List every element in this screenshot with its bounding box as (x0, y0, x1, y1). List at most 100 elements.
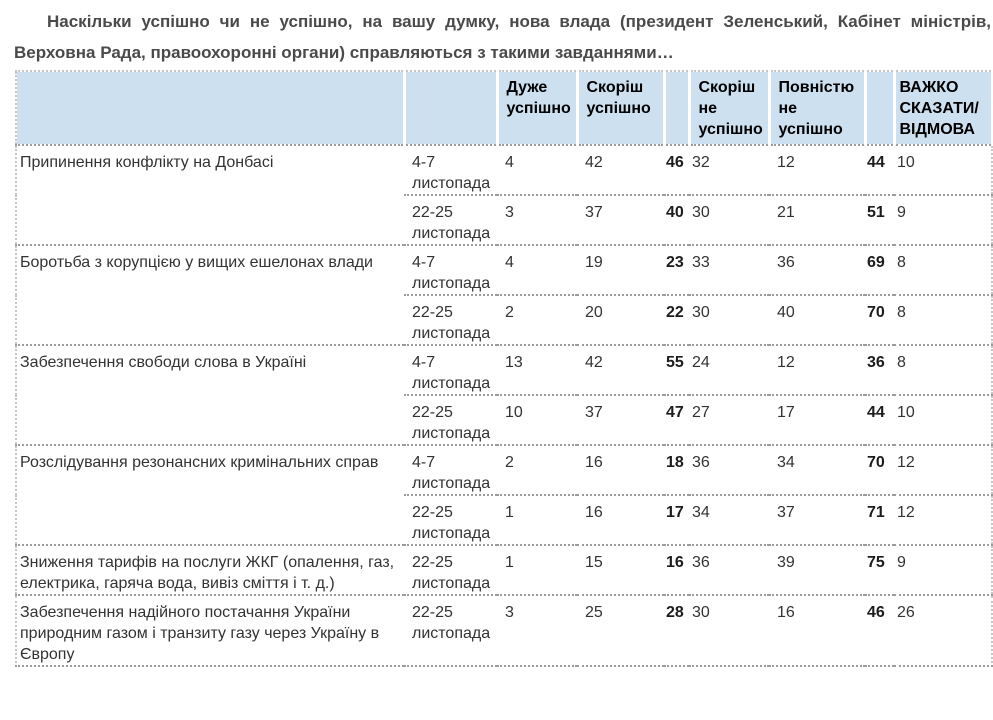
cell-very: 1 (497, 544, 577, 595)
survey-results-table: Дуже успішно Скоріш успішно Скоріш не ус… (15, 70, 993, 667)
cell-fail-total: 71 (865, 494, 894, 545)
task-cell: Забезпечення свободи слова в Україні (16, 344, 404, 445)
cell-rather-not: 36 (689, 544, 769, 595)
cell-success-total: 16 (664, 544, 689, 595)
task-cell: Зниження тарифів на послуги ЖКГ (опаленн… (16, 544, 404, 595)
col-header-rather-successful: Скоріш успішно (577, 70, 666, 146)
cell-not-at-all: 12 (769, 344, 865, 395)
cell-very: 2 (497, 294, 577, 345)
cell-hard-to-say: 8 (894, 294, 992, 345)
cell-success-total: 17 (664, 494, 689, 545)
cell-very: 10 (497, 394, 577, 445)
cell-rather: 20 (577, 294, 664, 345)
cell-not-at-all: 21 (769, 194, 865, 245)
cell-hard-to-say: 12 (894, 494, 992, 545)
cell-fail-total: 44 (865, 144, 894, 195)
task-cell: Забезпечення надійного постачання Україн… (16, 594, 404, 666)
cell-fail-total: 44 (865, 394, 894, 445)
cell-rather-not: 30 (689, 594, 769, 666)
cell-success-total: 47 (664, 394, 689, 445)
cell-success-total: 28 (664, 594, 689, 666)
col-header-fail-total (865, 70, 896, 146)
table-row: Боротьба з корупцією у вищих ешелонах вл… (16, 244, 992, 345)
cell-rather: 25 (577, 594, 664, 666)
cell-fail-total: 46 (865, 594, 894, 666)
cell-success-total: 46 (664, 144, 689, 195)
cell-rather: 16 (577, 444, 664, 495)
cell-very: 4 (497, 244, 577, 295)
cell-not-at-all: 16 (769, 594, 865, 666)
cell-not-at-all: 40 (769, 294, 865, 345)
cell-hard-to-say: 10 (894, 394, 992, 445)
cell-hard-to-say: 12 (894, 444, 992, 495)
date-cell: 22-25 листопада (404, 394, 497, 445)
table-row: 22-25 листопада 10 37 47 27 17 44 10 (16, 394, 992, 445)
table-row: Забезпечення свободи слова в Україні 4-7… (16, 344, 992, 445)
col-header-success-total (664, 70, 691, 146)
page-title: Наскільки успішно чи не успішно, на вашу… (14, 12, 991, 62)
cell-success-total: 23 (664, 244, 689, 295)
cell-rather: 16 (577, 494, 664, 545)
cell-very: 1 (497, 494, 577, 545)
cell-very: 13 (497, 344, 577, 395)
cell-success-total: 40 (664, 194, 689, 245)
table-row: Забезпечення надійного постачання Україн… (16, 594, 992, 666)
date-cell: 22-25 листопада (404, 594, 497, 666)
cell-rather: 19 (577, 244, 664, 295)
date-cell: 22-25 листопада (404, 544, 497, 595)
cell-not-at-all: 17 (769, 394, 865, 445)
table-row: 22-25 листопада 1 16 17 34 37 71 12 (16, 494, 992, 545)
date-cell: 4-7 листопада (404, 444, 497, 495)
cell-success-total: 55 (664, 344, 689, 395)
col-header-hard-to-say: ВАЖКО СКАЗАТИ/ ВІДМОВА (894, 70, 993, 146)
cell-rather-not: 33 (689, 244, 769, 295)
table-row: Зниження тарифів на послуги ЖКГ (опаленн… (16, 544, 992, 595)
cell-fail-total: 51 (865, 194, 894, 245)
date-cell: 22-25 листопада (404, 194, 497, 245)
cell-rather-not: 27 (689, 394, 769, 445)
header-row: Дуже успішно Скоріш успішно Скоріш не ус… (16, 70, 993, 146)
cell-hard-to-say: 8 (894, 344, 992, 395)
table-row: 22-25 листопада 3 37 40 30 21 51 9 (16, 194, 992, 245)
date-cell: 22-25 листопада (404, 294, 497, 345)
cell-not-at-all: 34 (769, 444, 865, 495)
task-cell: Боротьба з корупцією у вищих ешелонах вл… (16, 244, 404, 345)
cell-success-total: 22 (664, 294, 689, 345)
cell-fail-total: 70 (865, 444, 894, 495)
cell-very: 3 (497, 194, 577, 245)
cell-rather-not: 36 (689, 444, 769, 495)
task-cell: Припинення конфлікту на Донбасі (16, 144, 404, 245)
cell-rather-not: 30 (689, 194, 769, 245)
cell-rather: 42 (577, 144, 664, 195)
date-cell: 4-7 листопада (404, 244, 497, 295)
cell-rather-not: 30 (689, 294, 769, 345)
cell-rather: 37 (577, 394, 664, 445)
cell-success-total: 18 (664, 444, 689, 495)
cell-fail-total: 75 (865, 544, 894, 595)
date-cell: 4-7 листопада (404, 344, 497, 395)
table-row: 22-25 листопада 2 20 22 30 40 70 8 (16, 294, 992, 345)
cell-hard-to-say: 26 (894, 594, 992, 666)
cell-fail-total: 69 (865, 244, 894, 295)
cell-very: 4 (497, 144, 577, 195)
table-row: Припинення конфлікту на Донбасі 4-7 лист… (16, 144, 992, 245)
cell-rather-not: 32 (689, 144, 769, 195)
cell-rather-not: 24 (689, 344, 769, 395)
cell-rather: 37 (577, 194, 664, 245)
col-header-task (16, 70, 406, 146)
cell-not-at-all: 36 (769, 244, 865, 295)
date-cell: 4-7 листопада (404, 144, 497, 195)
cell-hard-to-say: 10 (894, 144, 992, 195)
cell-not-at-all: 39 (769, 544, 865, 595)
col-header-rather-unsuccessful: Скоріш не успішно (689, 70, 771, 146)
cell-not-at-all: 12 (769, 144, 865, 195)
cell-fail-total: 36 (865, 344, 894, 395)
col-header-date (404, 70, 499, 146)
cell-fail-total: 70 (865, 294, 894, 345)
cell-rather: 15 (577, 544, 664, 595)
table-row: Розслідування резонансних кримінальних с… (16, 444, 992, 545)
cell-rather: 42 (577, 344, 664, 395)
cell-hard-to-say: 9 (894, 194, 992, 245)
cell-not-at-all: 37 (769, 494, 865, 545)
cell-hard-to-say: 8 (894, 244, 992, 295)
